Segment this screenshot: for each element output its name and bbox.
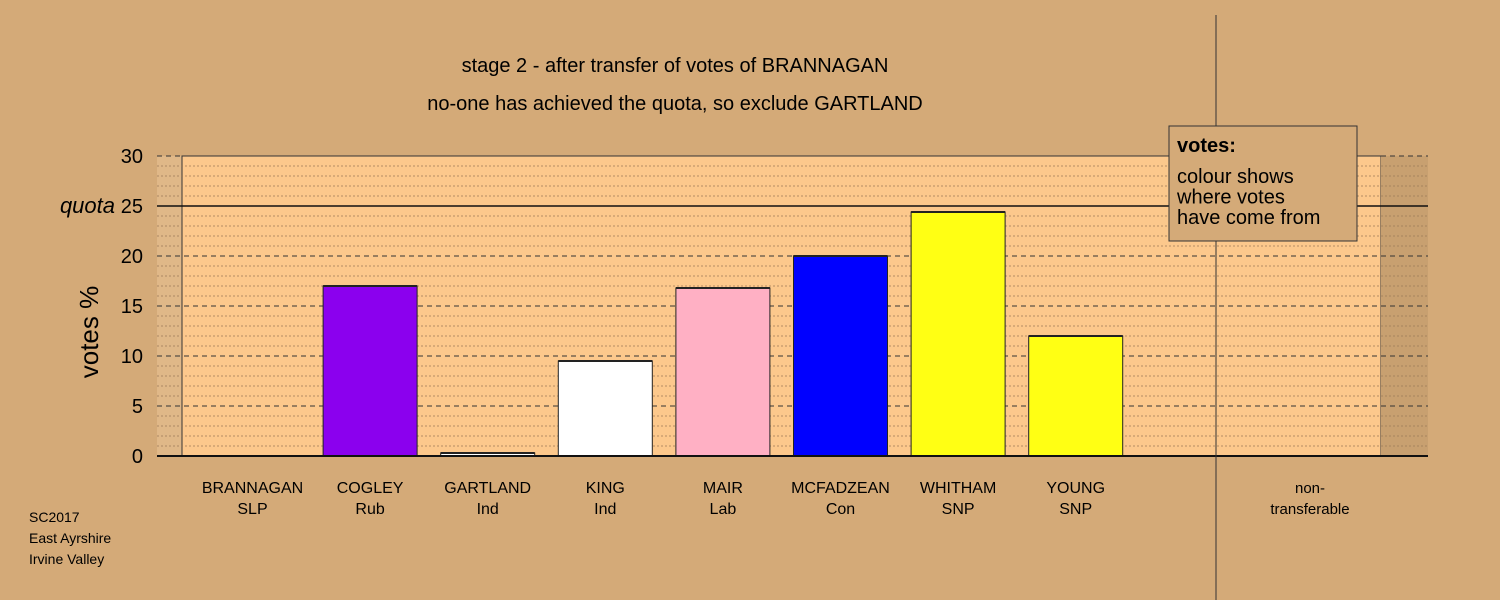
category-party-label: Con <box>826 501 855 518</box>
footer-council: East Ayrshire <box>29 530 112 546</box>
bar-mair <box>675 287 771 457</box>
category-name-label: KING <box>586 480 625 497</box>
category-name-label: GARTLAND <box>444 480 531 497</box>
footer-ward: Irvine Valley <box>29 551 105 567</box>
y-tick-label: 30 <box>121 146 143 168</box>
non-transferable-label-line2: transferable <box>1270 501 1349 518</box>
category-name-label: MCFADZEAN <box>791 480 890 497</box>
legend-title: votes: <box>1177 135 1236 157</box>
y-axis-label: votes % <box>74 286 104 379</box>
category-party-label: SNP <box>1059 501 1092 518</box>
bar-whitham <box>910 211 1006 457</box>
category-party-label: Rub <box>355 501 384 518</box>
y-tick-label: 10 <box>121 346 143 368</box>
category-party-label: SNP <box>942 501 975 518</box>
legend-text-line: where votes <box>1176 187 1285 209</box>
bar-cogley <box>322 285 418 457</box>
category-name-label: COGLEY <box>337 480 404 497</box>
y-tick-label: 5 <box>132 396 143 418</box>
category-name-label: MAIR <box>703 480 743 497</box>
y-tick-label: 15 <box>121 296 143 318</box>
non-transferable-label-line1: non- <box>1295 480 1325 497</box>
chart-title: stage 2 - after transfer of votes of BRA… <box>462 55 889 77</box>
bar-mcfadzean <box>793 255 888 457</box>
category-name-label: BRANNAGAN <box>202 480 303 497</box>
bar-king <box>557 360 653 457</box>
category-name-label: WHITHAM <box>920 480 996 497</box>
legend-box <box>1168 125 1358 242</box>
legend-text-line: have come from <box>1177 207 1320 229</box>
category-party-label: Lab <box>710 501 737 518</box>
y-tick-label: 0 <box>132 446 143 468</box>
footer-info: SC2017 East Ayrshire Irvine Valley <box>29 507 111 570</box>
bar-young <box>1028 335 1124 457</box>
category-name-label: YOUNG <box>1046 480 1105 497</box>
y-tick-label: 20 <box>121 246 143 268</box>
category-party-label: Ind <box>594 501 616 518</box>
footer-election: SC2017 <box>29 509 80 525</box>
legend-text-line: colour shows <box>1177 166 1294 188</box>
y-tick-label: 25 <box>121 196 143 218</box>
quota-label: quota <box>60 193 115 218</box>
chart-subtitle: no-one has achieved the quota, so exclud… <box>427 93 923 115</box>
category-party-label: Ind <box>477 501 499 518</box>
category-party-label: SLP <box>237 501 267 518</box>
